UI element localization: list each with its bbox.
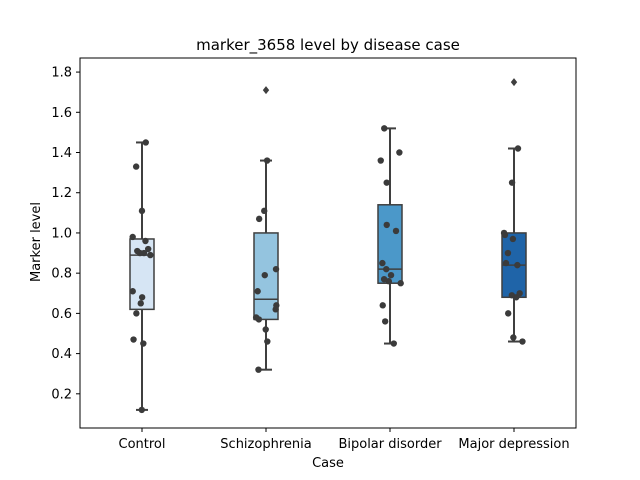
strip-point: [137, 300, 144, 307]
strip-point: [144, 245, 152, 253]
plot-frame: [79, 57, 577, 429]
strip-point: [142, 237, 149, 245]
strip-point: [140, 340, 147, 347]
y-tick-label: 0.2: [51, 387, 72, 402]
strip-point: [508, 179, 516, 186]
x-axis-label: Case: [312, 456, 344, 471]
strip-point: [519, 338, 526, 345]
strip-point: [255, 366, 262, 373]
strip-point: [383, 221, 390, 229]
strip-point: [392, 227, 400, 235]
strip-point: [510, 334, 517, 341]
strip-point: [134, 247, 141, 255]
strip-point: [142, 139, 149, 146]
strip-point: [263, 157, 271, 164]
strip-point: [261, 207, 268, 215]
strip-point: [272, 265, 280, 273]
strip-point: [254, 288, 261, 295]
strip-point: [380, 275, 388, 283]
strip-point: [138, 406, 145, 414]
strip-point: [138, 207, 146, 215]
plot-area: 0.2 0.4 0.6 0.8 1.0 1.2 1.4 1.6 1.8 Control Schizo…: [51, 66, 569, 452]
outlier-point: [510, 78, 518, 87]
y-tick-label: 0.6: [51, 307, 72, 322]
x-tick-label: Bipolar disorder: [338, 437, 442, 452]
strip-point: [514, 145, 522, 152]
strip-point: [377, 157, 384, 164]
strip-point: [273, 302, 280, 309]
y-tick-label: 1.0: [51, 226, 72, 241]
strip-point: [379, 302, 386, 309]
strip-point: [508, 292, 516, 299]
box: [377, 204, 403, 284]
y-axis-label: Marker level: [29, 202, 44, 282]
strip-point: [381, 318, 389, 325]
strip-point: [262, 326, 269, 333]
x-tick-label: Major depression: [458, 437, 569, 452]
outlier-point: [262, 86, 270, 95]
strip-point: [147, 251, 154, 259]
strip-point: [396, 149, 403, 156]
strip-point: [514, 261, 521, 269]
strip-point: [504, 249, 512, 257]
strip-point: [261, 271, 268, 279]
y-tick-label: 1.8: [51, 66, 72, 81]
strip-point: [129, 233, 136, 241]
strip-point: [130, 336, 137, 343]
y-tick-label: 1.4: [51, 146, 72, 161]
strip-point: [383, 265, 390, 273]
strip-point: [502, 259, 510, 267]
strip-point: [264, 338, 271, 345]
strip-point: [132, 163, 140, 170]
strip-point: [509, 235, 517, 243]
strip-point: [252, 314, 260, 321]
strip-point: [138, 294, 146, 301]
strip-point: [500, 229, 508, 237]
strip-point: [390, 340, 397, 347]
x-tick-label: Schizophrenia: [220, 437, 311, 452]
y-tick-label: 0.4: [51, 347, 72, 362]
x-tick-label: Control: [119, 437, 166, 452]
strip-point: [516, 290, 523, 297]
y-tick-label: 0.8: [51, 267, 72, 282]
strip-point: [387, 271, 395, 279]
strip-point: [383, 179, 390, 186]
strip-point: [397, 280, 404, 287]
strip-point: [379, 259, 386, 267]
strip-point: [255, 215, 263, 223]
chart-title: marker_3658 level by disease case: [196, 36, 460, 55]
strip-point: [133, 310, 140, 317]
strip-point: [129, 288, 136, 295]
strip-point: [504, 310, 512, 317]
y-tick-label: 1.2: [51, 186, 72, 201]
strip-point: [381, 125, 388, 132]
y-tick-label: 1.6: [51, 106, 72, 121]
